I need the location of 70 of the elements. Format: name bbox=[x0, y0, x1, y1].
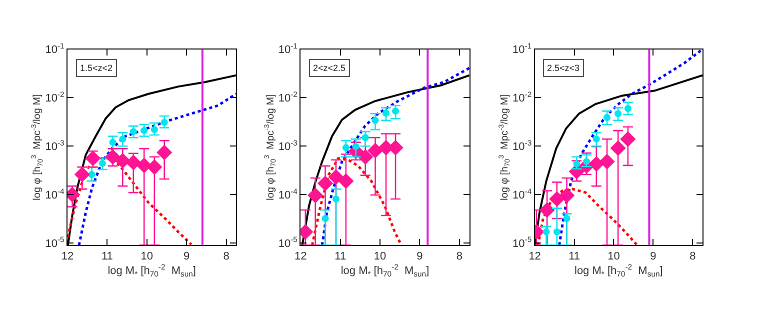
annotation: 2<z<2.5 bbox=[313, 63, 346, 73]
x-tick-label: 10 bbox=[374, 250, 386, 262]
y-tick-label: 10$^{-5}$ bbox=[512, 235, 532, 250]
point bbox=[332, 196, 340, 203]
x-tick-label: 10 bbox=[140, 250, 154, 262]
point bbox=[322, 215, 329, 222]
point bbox=[392, 108, 400, 115]
y-tick-label: 10$^{-5}$ bbox=[278, 235, 298, 250]
x-tick-label: 8 bbox=[690, 250, 696, 262]
point bbox=[308, 188, 324, 204]
y-tick-label: 10$^{-4}$ bbox=[512, 186, 532, 202]
point bbox=[358, 149, 374, 165]
x-tick-label: 11 bbox=[568, 250, 580, 262]
point bbox=[542, 228, 550, 236]
y-tick-label: 10$^{-4}$ bbox=[278, 186, 298, 202]
point bbox=[372, 116, 379, 124]
point bbox=[146, 159, 162, 175]
x-tick-label: 8 bbox=[223, 250, 230, 262]
point bbox=[583, 158, 590, 166]
line-series bbox=[536, 188, 638, 246]
x-tick-label: 9 bbox=[650, 250, 656, 262]
y-tick-label: 10$^{-4}$ bbox=[45, 186, 66, 202]
annotation: 2.5<z<3 bbox=[547, 63, 580, 73]
y-tick-label: 10$^{-1}$ bbox=[512, 42, 532, 56]
point bbox=[74, 166, 90, 182]
x-axis-title: log M$_{*}$ [h$_{70}$$^{-2}$ M$_{sun}$] bbox=[574, 262, 663, 278]
y-tick-label: 10$^{-2}$ bbox=[45, 90, 64, 105]
x-axis-title: log M$_{*}$ [h$_{70}$$^{-2}$ M$_{sun}$] bbox=[108, 262, 196, 278]
point bbox=[362, 134, 369, 142]
y-tick-label: 10$^{-3}$ bbox=[512, 138, 532, 153]
point bbox=[553, 228, 560, 236]
x-tick-label: 12 bbox=[61, 250, 74, 262]
x-tick-label: 11 bbox=[101, 250, 113, 262]
y-tick-label: 10$^{-2}$ bbox=[512, 90, 532, 105]
point bbox=[539, 202, 555, 218]
point bbox=[599, 154, 615, 170]
line-series bbox=[78, 92, 236, 246]
point bbox=[588, 156, 604, 172]
point bbox=[156, 144, 172, 160]
point bbox=[549, 191, 565, 207]
point bbox=[563, 215, 570, 222]
point bbox=[126, 154, 142, 170]
x-axis-title: log M$_{*}$ [h$_{70}$$^{-2}$ M$_{sun}$] bbox=[340, 262, 430, 278]
y-tick-label: 10$^{-1}$ bbox=[45, 42, 64, 56]
y-tick-label: 10$^{-3}$ bbox=[45, 138, 64, 153]
x-tick-label: 8 bbox=[456, 250, 462, 262]
point bbox=[317, 176, 334, 192]
point bbox=[104, 149, 121, 165]
x-tick-label: 11 bbox=[334, 250, 346, 262]
point bbox=[328, 169, 344, 185]
x-tick-label: 12 bbox=[528, 250, 541, 262]
y-tick-label: 10$^{-5}$ bbox=[45, 235, 64, 250]
y-tick-label: 10$^{-3}$ bbox=[278, 138, 298, 153]
point bbox=[620, 131, 636, 147]
point bbox=[367, 142, 384, 158]
point bbox=[558, 188, 575, 204]
point bbox=[382, 110, 390, 117]
point bbox=[573, 160, 580, 168]
x-tick-label: 9 bbox=[416, 250, 423, 262]
y-tick-label: 10$^{-2}$ bbox=[278, 90, 298, 105]
point bbox=[114, 152, 130, 169]
x-tick-label: 12 bbox=[294, 250, 307, 262]
x-tick-label: 9 bbox=[184, 250, 190, 262]
annotation: 1.5<z<2 bbox=[80, 63, 113, 73]
point bbox=[352, 143, 360, 150]
point bbox=[610, 140, 626, 156]
point bbox=[342, 144, 350, 152]
point bbox=[338, 173, 354, 189]
x-tick-label: 10 bbox=[608, 250, 620, 262]
y-tick-label: 10$^{-1}$ bbox=[278, 42, 298, 56]
